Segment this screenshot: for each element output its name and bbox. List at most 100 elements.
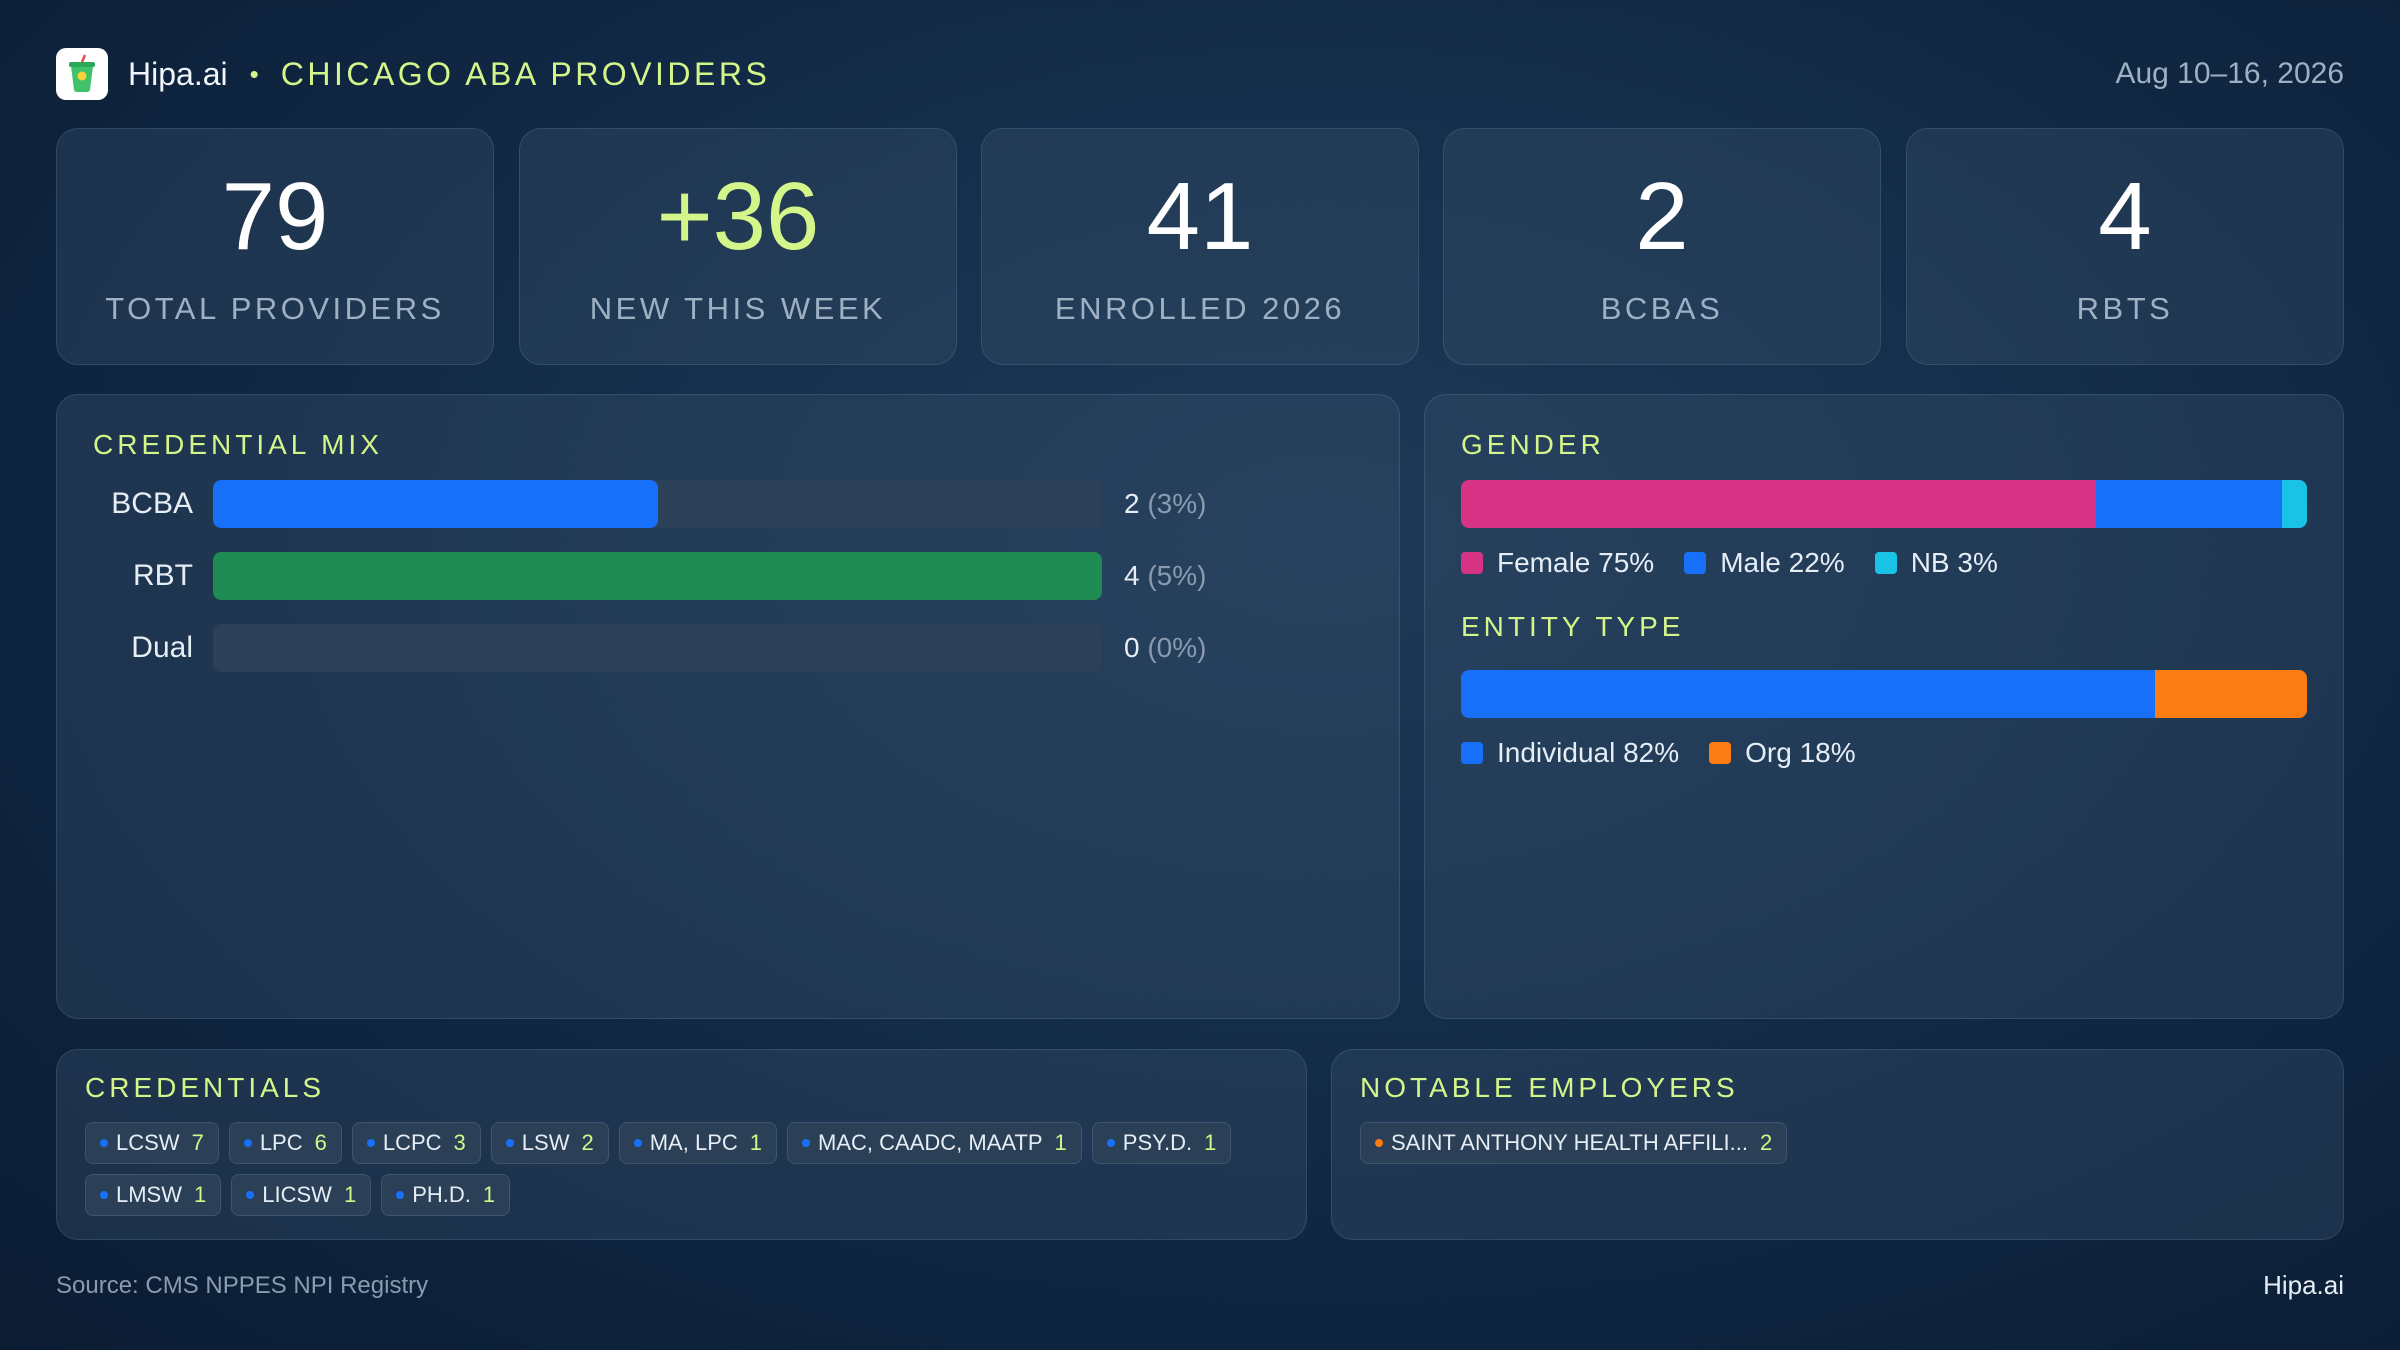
chip: PSY.D. 1 bbox=[1091, 1122, 1232, 1164]
dot-icon bbox=[246, 1191, 255, 1199]
kpi-card-new-this-week: +36 NEW THIS WEEK bbox=[519, 128, 957, 365]
bar-fill bbox=[213, 552, 1102, 600]
kpi-value: 41 bbox=[1146, 163, 1254, 270]
chip: MAC, CAADC, MAATP 1 bbox=[787, 1122, 1082, 1164]
legend-label: Individual 82% bbox=[1497, 737, 1680, 768]
legend-item: Org 18% bbox=[1709, 737, 1856, 769]
gender-segment bbox=[2281, 480, 2307, 528]
chip-count: 6 bbox=[314, 1130, 327, 1155]
legend-swatch bbox=[1461, 742, 1483, 764]
credential-chip-list: LCSW 7 LPC 6 LCPC 3 LSW 2 MA, LPC 1 MAC, CAADC, MA… bbox=[85, 1122, 1285, 1216]
chip-label: LPC bbox=[259, 1130, 303, 1155]
kpi-label: TOTAL PROVIDERS bbox=[105, 291, 445, 326]
chip-count: 1 bbox=[194, 1182, 207, 1207]
kpi-label: RBTS bbox=[2076, 291, 2174, 326]
source-note: Source: CMS NPPES NPI Registry bbox=[56, 1272, 429, 1299]
kpi-value: 2 bbox=[1635, 163, 1689, 270]
chip-label: LICSW bbox=[262, 1182, 332, 1207]
legend-swatch bbox=[1461, 552, 1483, 574]
chip-count: 1 bbox=[1054, 1130, 1067, 1155]
date-range: Aug 10–16, 2026 bbox=[2115, 57, 2344, 90]
chip-label: PSY.D. bbox=[1122, 1130, 1193, 1155]
chip-label: LCPC bbox=[382, 1130, 442, 1155]
bar-label: BCBA bbox=[111, 487, 193, 520]
section-title: ENTITY TYPE bbox=[1461, 611, 1685, 642]
dot-icon bbox=[633, 1139, 642, 1147]
kpi-value: 4 bbox=[2098, 163, 2152, 270]
header: Hipa.ai • CHICAGO ABA PROVIDERS Aug 10–1… bbox=[56, 48, 2344, 100]
dot-icon bbox=[366, 1139, 375, 1147]
chip-label: PH.D. bbox=[412, 1182, 471, 1207]
legend-item: NB 3% bbox=[1874, 547, 1998, 579]
chip-count: 3 bbox=[453, 1130, 466, 1155]
gender-legend: Female 75% Male 22% NB 3% bbox=[1461, 547, 2028, 579]
legend-item: Individual 82% bbox=[1461, 737, 1679, 769]
bar-track bbox=[213, 552, 1102, 600]
dot-icon bbox=[1106, 1139, 1115, 1147]
chip-label: MA, LPC bbox=[649, 1130, 738, 1155]
legend-label: Male 22% bbox=[1720, 547, 1845, 578]
separator-dot: • bbox=[249, 58, 259, 89]
dot-icon bbox=[100, 1139, 108, 1147]
credential-mix-panel: CREDENTIAL MIX BCBA 2 (3%) RBT 4 (5%) Du… bbox=[56, 394, 1400, 1019]
chip: PH.D. 1 bbox=[381, 1174, 511, 1216]
legend-swatch bbox=[1709, 742, 1732, 764]
dashboard-title: CHICAGO ABA PROVIDERS bbox=[280, 55, 771, 92]
gender-segment bbox=[2095, 480, 2282, 528]
chip-count: 1 bbox=[343, 1182, 357, 1207]
dot-icon bbox=[1375, 1139, 1383, 1147]
chip-label: LCSW bbox=[116, 1130, 180, 1155]
legend-label: Female 75% bbox=[1497, 547, 1655, 578]
section-title: NOTABLE EMPLOYERS bbox=[1360, 1072, 1739, 1103]
dot-icon bbox=[396, 1191, 405, 1199]
bar-track bbox=[213, 480, 1102, 528]
dot-icon bbox=[100, 1191, 108, 1199]
kpi-card-total-providers: 79 TOTAL PROVIDERS bbox=[56, 128, 494, 365]
legend-swatch bbox=[1684, 552, 1707, 574]
gender-stacked-bar bbox=[1461, 480, 2307, 528]
chip: LICSW 1 bbox=[231, 1174, 372, 1216]
employers-panel: NOTABLE EMPLOYERS SAINT ANTHONY HEALTH A… bbox=[1331, 1049, 2344, 1240]
chip-label: MAC, CAADC, MAATP bbox=[818, 1130, 1043, 1155]
cup-icon bbox=[69, 54, 95, 92]
bar-label: Dual bbox=[131, 631, 193, 664]
entity-type-stacked-bar bbox=[1461, 670, 2307, 718]
chip-count: 1 bbox=[1204, 1130, 1217, 1155]
bar-value: 0 (0%) bbox=[1124, 632, 1207, 663]
entity-type-segment bbox=[1461, 670, 2155, 718]
kpi-label: ENROLLED 2026 bbox=[1054, 291, 1346, 326]
chip: LSW 2 bbox=[490, 1122, 609, 1164]
section-title: CREDENTIAL MIX bbox=[93, 429, 383, 460]
dot-icon bbox=[243, 1139, 252, 1147]
bar-row-rbt: RBT 4 (5%) bbox=[57, 552, 1399, 600]
bar-value: 2 (3%) bbox=[1124, 488, 1207, 519]
kpi-card-rbts: 4 RBTS bbox=[1906, 128, 2344, 365]
chip: LCSW 7 bbox=[85, 1122, 219, 1164]
entity-type-segment bbox=[2154, 670, 2307, 718]
bar-row-bcba: BCBA 2 (3%) bbox=[57, 480, 1399, 528]
bar-label: RBT bbox=[133, 559, 193, 592]
chip-count: 1 bbox=[749, 1130, 763, 1155]
legend-label: Org 18% bbox=[1745, 737, 1856, 768]
chip-count: 7 bbox=[191, 1130, 204, 1155]
bar-row-dual: Dual 0 (0%) bbox=[57, 624, 1399, 672]
bar-value: 4 (5%) bbox=[1124, 560, 1207, 591]
chip-count: 1 bbox=[482, 1182, 496, 1207]
chip: MA, LPC 1 bbox=[618, 1122, 778, 1164]
chip: LPC 6 bbox=[228, 1122, 342, 1164]
chip-label: LMSW bbox=[116, 1182, 182, 1207]
kpi-card-bcbas: 2 BCBAS bbox=[1443, 128, 1881, 365]
section-title: CREDENTIALS bbox=[85, 1072, 326, 1103]
section-title: GENDER bbox=[1461, 429, 1605, 460]
legend-item: Male 22% bbox=[1684, 547, 1845, 579]
chip: LCPC 3 bbox=[351, 1122, 481, 1164]
chip-label: LSW bbox=[521, 1130, 570, 1155]
entity-type-legend: Individual 82% Org 18% bbox=[1461, 737, 1886, 769]
legend-swatch bbox=[1874, 552, 1897, 574]
footer-brand: Hipa.ai bbox=[2263, 1270, 2344, 1300]
employer-chip-list: SAINT ANTHONY HEALTH AFFILI... 2 bbox=[1360, 1122, 2400, 1164]
kpi-card-enrolled: 41 ENROLLED 2026 bbox=[981, 128, 1419, 365]
gender-segment bbox=[1461, 480, 2096, 528]
chip-label: SAINT ANTHONY HEALTH AFFILI... bbox=[1391, 1130, 1748, 1155]
legend-label: NB 3% bbox=[1910, 547, 1998, 578]
